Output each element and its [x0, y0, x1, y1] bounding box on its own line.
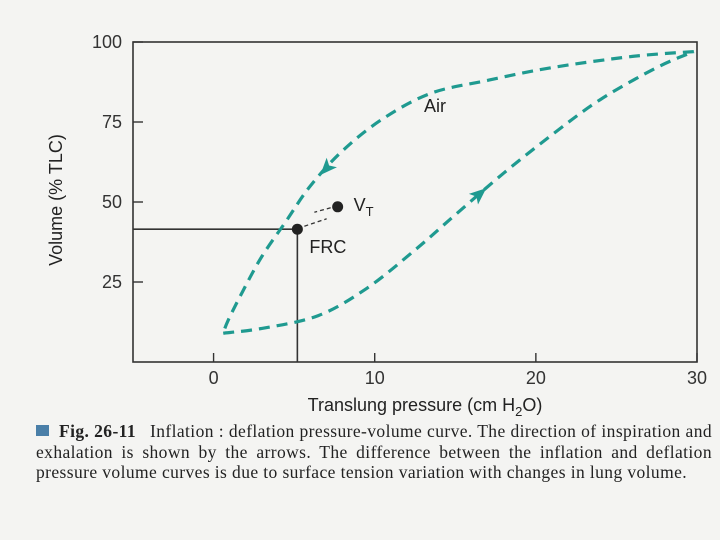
vt-main-text: V [354, 195, 366, 215]
inspiration-path [304, 218, 327, 227]
deflation-curve [221, 50, 694, 334]
deflation-arrow-icon [320, 157, 337, 176]
caption-text: Inflation : deflation pressure-volume cu… [36, 421, 712, 482]
exhalation-path [314, 207, 331, 213]
x-axis-label-main: Translung pressure (cm H [308, 395, 515, 415]
reference-lines [133, 228, 299, 362]
y-tick-label-75: 75 [102, 112, 122, 132]
frc-annotation: FRC [309, 237, 346, 257]
vt-point [332, 201, 344, 213]
y-axis-label: Volume (% TLC) [46, 134, 66, 266]
caption-marker-icon [36, 425, 49, 436]
x-tick-label-0: 0 [209, 368, 219, 388]
inflation-curve [223, 50, 695, 335]
frc-point [291, 223, 303, 235]
x-tick-label-30: 30 [687, 368, 707, 388]
vt-subscript-text: T [366, 204, 374, 219]
figure-label: Fig. 26-11 [59, 421, 137, 441]
hysteresis-curves [221, 50, 695, 335]
x-axis-label: Translung pressure (cm H2O) [308, 395, 543, 419]
inflation-arrow-icon [468, 188, 487, 205]
figure-caption: Fig. 26-11 Inflation : deflation pressure… [36, 421, 712, 483]
pressure-volume-chart: 0 10 20 30 25 50 75 100 Air VT FRC Translung pr… [46, 32, 707, 419]
x-tick-label-10: 10 [365, 368, 385, 388]
x-axis-label-end: O) [522, 395, 542, 415]
plot-frame [132, 41, 698, 363]
direction-arrows [320, 157, 487, 205]
y-tick-label-25: 25 [102, 272, 122, 292]
x-tick-label-20: 20 [526, 368, 546, 388]
vt-annotation: VT [354, 195, 374, 219]
x-axis-label-sub: 2 [515, 404, 522, 419]
y-tick-label-100: 100 [92, 32, 122, 52]
y-tick-label-50: 50 [102, 192, 122, 212]
axis-ticks: 0 10 20 30 25 50 75 100 [92, 32, 707, 388]
data-points [291, 201, 344, 235]
air-annotation: Air [424, 96, 446, 116]
